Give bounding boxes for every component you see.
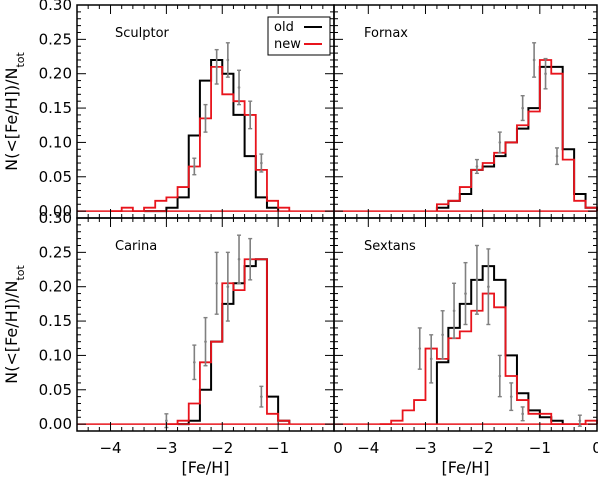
x-tick-label: −4 bbox=[99, 439, 121, 457]
legend-box bbox=[267, 16, 331, 56]
error-point-carina-4 bbox=[226, 285, 230, 289]
y-tick-label: 0.25 bbox=[39, 30, 72, 48]
x-tick-label: −3 bbox=[414, 439, 436, 457]
y-axis-label-subscript: tot bbox=[14, 51, 27, 67]
y-tick-label: 0.20 bbox=[39, 278, 72, 296]
error-point-carina-7 bbox=[260, 395, 263, 398]
error-point-fornax-4 bbox=[544, 72, 547, 76]
y-tick-label: 0.30 bbox=[39, 209, 72, 227]
panel-label-fornax: Fornax bbox=[364, 26, 408, 41]
error-point-sextans-4 bbox=[464, 292, 467, 295]
panel-label-sextans: Sextans bbox=[364, 239, 416, 254]
error-point-carina-2 bbox=[204, 340, 207, 343]
y-tick-label: 0.00 bbox=[39, 202, 72, 220]
y-tick-label: 0.10 bbox=[39, 133, 72, 151]
x-tick-label: −3 bbox=[155, 439, 177, 457]
y-tick-label: 0.05 bbox=[39, 168, 72, 186]
y-tick-label: 0.30 bbox=[39, 0, 72, 14]
panel-label-sculptor: Sculptor bbox=[115, 26, 170, 41]
x-axis-label: [Fe/H] bbox=[181, 458, 229, 477]
histogram-new-sculptor bbox=[110, 65, 291, 213]
histogram-new-fornax bbox=[436, 59, 598, 212]
error-point-sextans-2 bbox=[441, 333, 444, 337]
error-point-fornax-2 bbox=[521, 106, 524, 110]
y-tick-label: 0.25 bbox=[39, 243, 72, 261]
error-point-sextans-3 bbox=[452, 309, 456, 313]
x-tick-label: −4 bbox=[357, 439, 379, 457]
legend-label-new: new bbox=[274, 37, 301, 52]
panel-frame-sextans bbox=[333, 217, 598, 432]
x-tick-label: −2 bbox=[211, 439, 233, 457]
error-point-sculptor-6 bbox=[260, 161, 263, 165]
error-point-carina-0 bbox=[165, 419, 168, 422]
x-tick-label: −2 bbox=[472, 439, 494, 457]
x-tick-label: −1 bbox=[529, 439, 551, 457]
legend-label-old: old bbox=[274, 20, 294, 35]
y-tick-label: 0.10 bbox=[39, 346, 72, 364]
error-point-sextans-0 bbox=[418, 347, 422, 350]
error-point-sculptor-1 bbox=[204, 117, 207, 120]
error-point-sextans-1 bbox=[429, 357, 433, 361]
y-tick-label: 0.15 bbox=[39, 312, 72, 330]
error-point-fornax-0 bbox=[475, 165, 479, 168]
error-point-carina-3 bbox=[215, 281, 218, 285]
histogram-old-sextans bbox=[435, 265, 564, 425]
y-tick-label: 0.05 bbox=[39, 381, 72, 399]
x-axis-label: [Fe/H] bbox=[441, 458, 489, 477]
x-tick-label: 0 bbox=[592, 439, 598, 457]
error-point-fornax-3 bbox=[532, 58, 536, 62]
error-point-sextans-9 bbox=[521, 412, 524, 416]
x-tick-label: −1 bbox=[267, 439, 289, 457]
panel-label-carina: Carina bbox=[115, 239, 157, 254]
error-point-sextans-5 bbox=[475, 278, 479, 282]
error-point-sextans-7 bbox=[498, 374, 502, 378]
y-tick-label: 0.15 bbox=[39, 99, 72, 117]
error-point-sculptor-3 bbox=[226, 58, 230, 62]
error-point-carina-1 bbox=[193, 360, 196, 364]
error-point-sculptor-4 bbox=[237, 86, 241, 89]
error-point-sextans-8 bbox=[509, 395, 513, 398]
y-tick-label: 0.00 bbox=[39, 415, 72, 433]
error-point-carina-5 bbox=[237, 257, 241, 261]
error-point-sculptor-2 bbox=[215, 65, 218, 69]
error-point-fornax-1 bbox=[498, 141, 502, 144]
error-point-sculptor-0 bbox=[193, 165, 196, 168]
error-point-carina-6 bbox=[248, 257, 252, 261]
y-axis-label: N(<[Fe/H])/Ntot bbox=[2, 51, 27, 170]
y-axis-label: N(<[Fe/H])/Ntot bbox=[2, 264, 27, 383]
error-point-sculptor-5 bbox=[248, 113, 252, 117]
error-point-sextans-6 bbox=[487, 285, 490, 289]
error-point-fornax-5 bbox=[555, 154, 559, 158]
x-tick-label: 0 bbox=[333, 439, 343, 457]
y-tick-label: 0.20 bbox=[39, 65, 72, 83]
error-point-sextans-10 bbox=[578, 419, 582, 422]
y-axis-label-subscript: tot bbox=[14, 264, 27, 280]
